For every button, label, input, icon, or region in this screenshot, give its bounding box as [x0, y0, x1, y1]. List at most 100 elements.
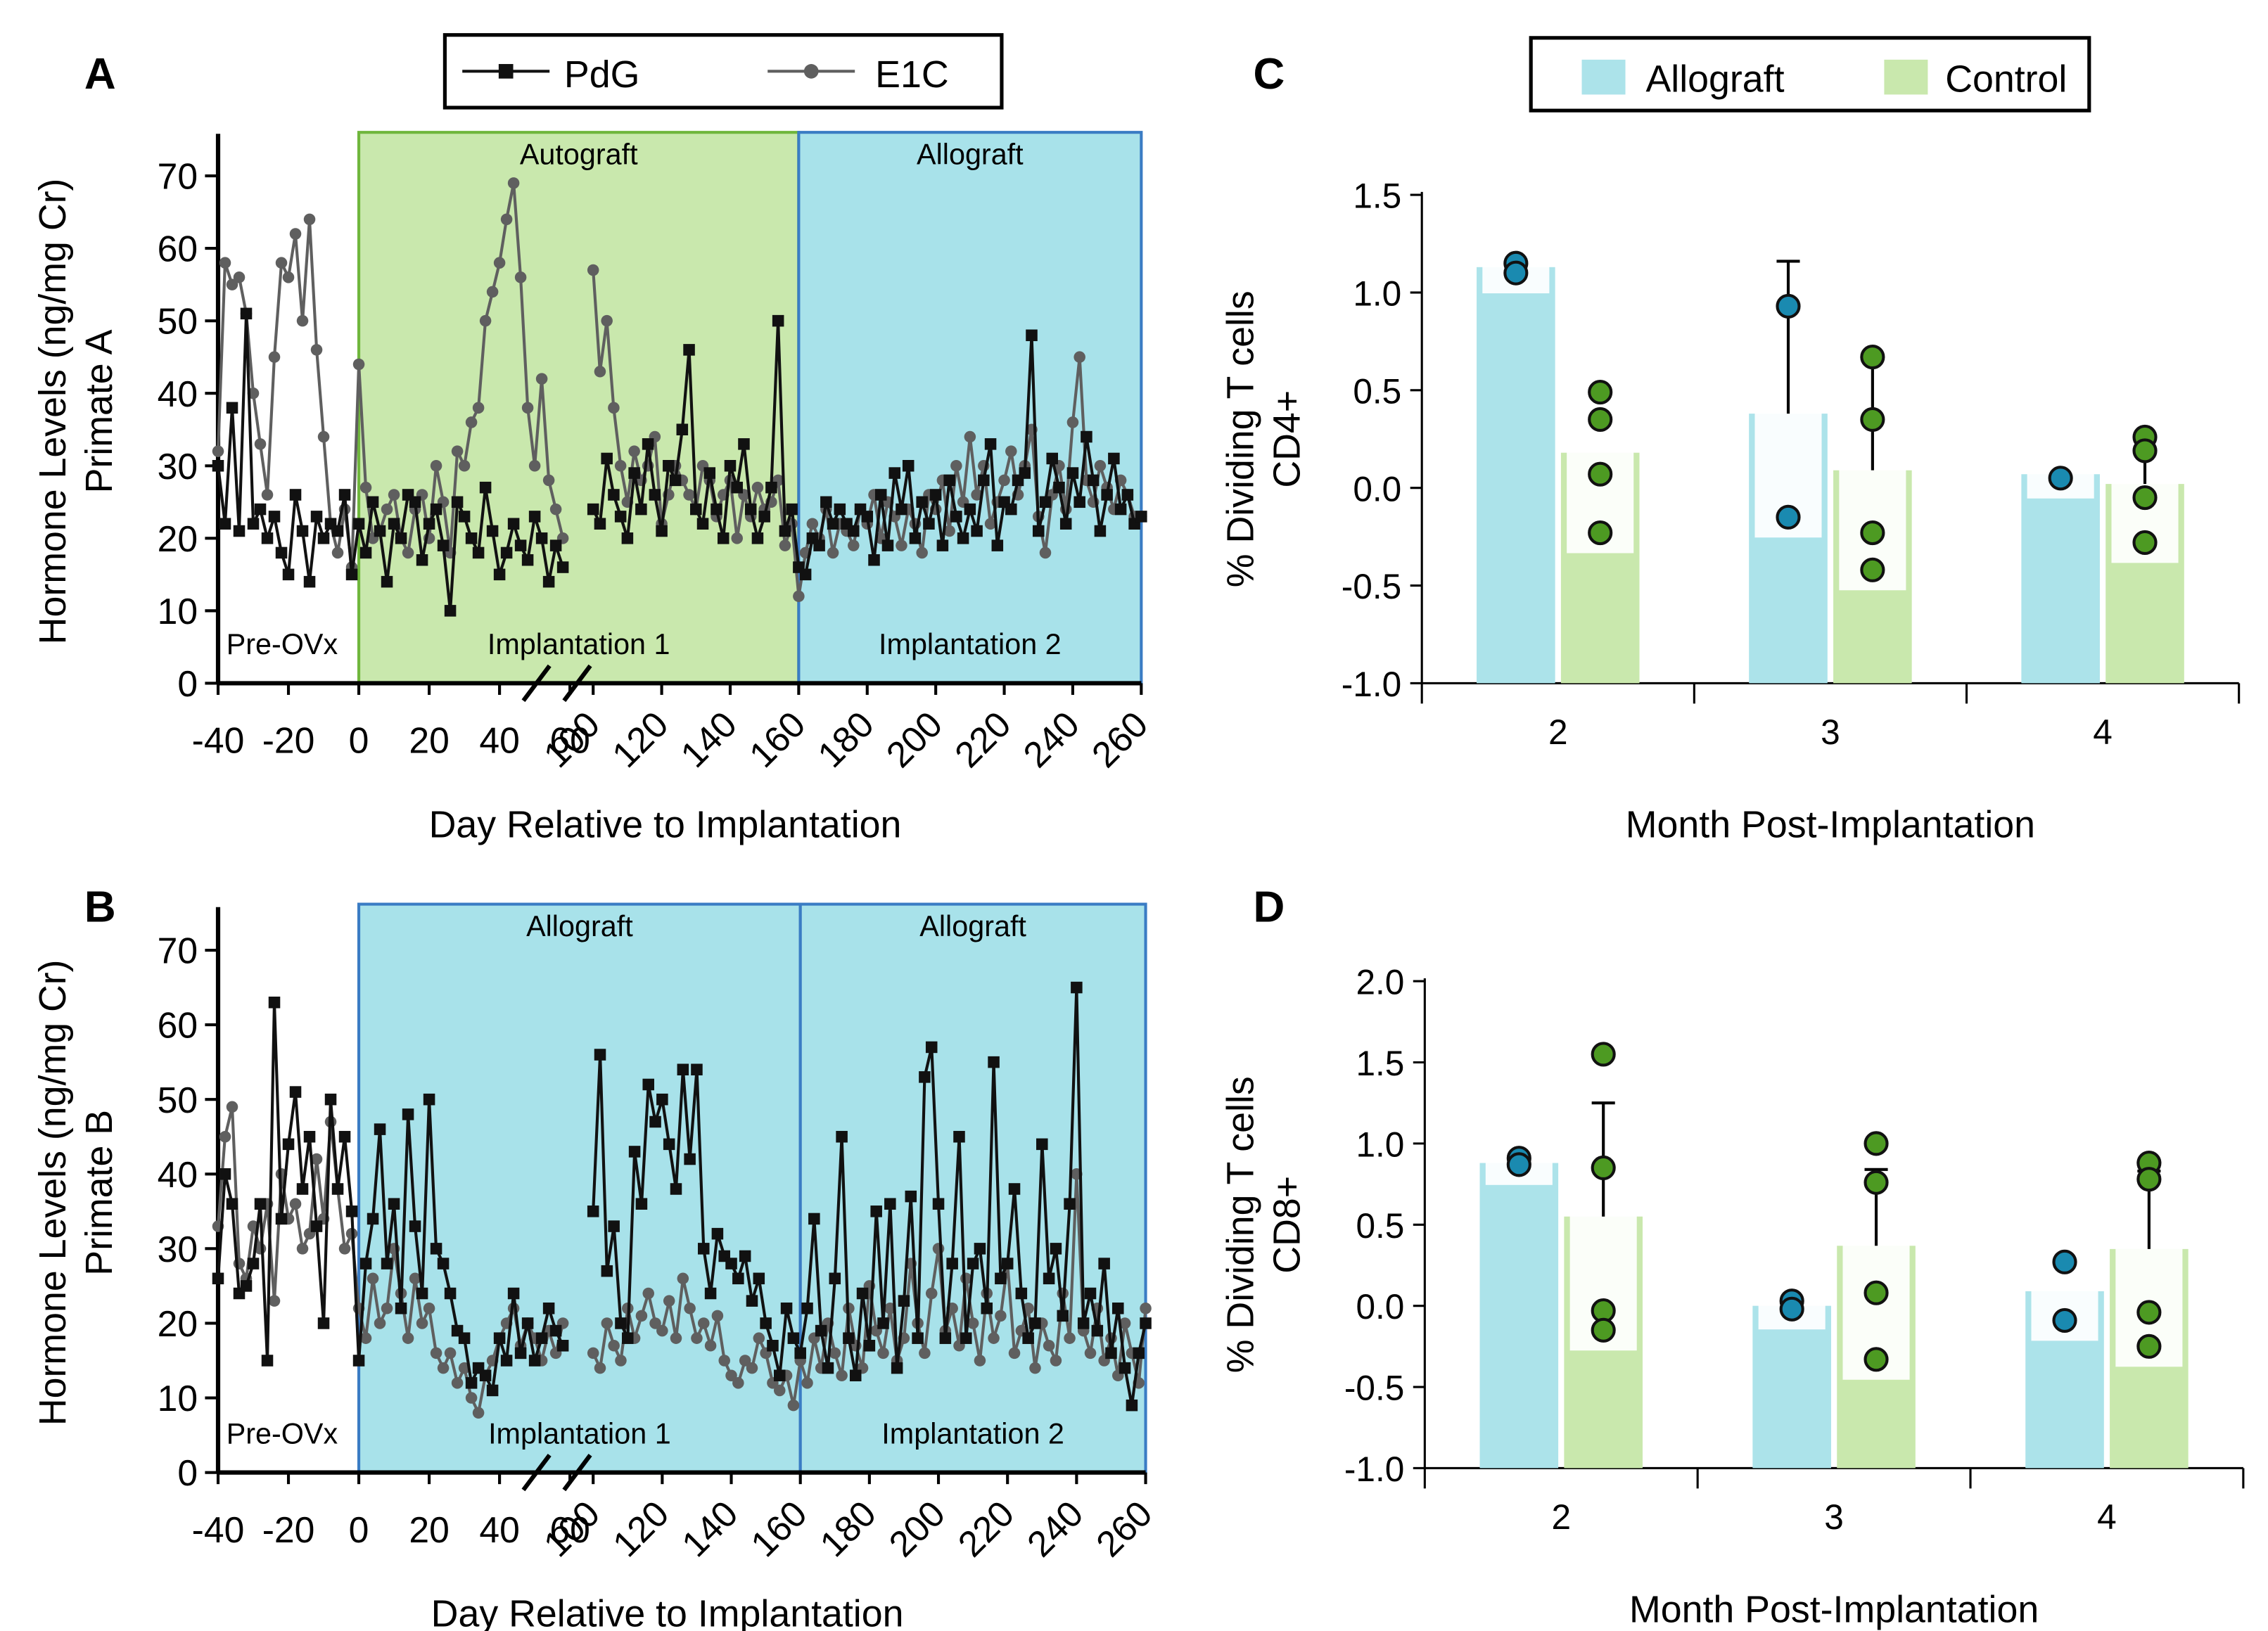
x-tick-label: 0 — [349, 1509, 369, 1550]
y-tick-label: 60 — [158, 229, 198, 269]
region-label: Allograft — [919, 910, 1026, 942]
data-point-e1c — [974, 1355, 986, 1367]
data-point-pdg — [663, 459, 675, 472]
data-point-pdg — [836, 1130, 848, 1143]
scatter-point-control — [1588, 461, 1613, 487]
data-point-pdg — [649, 1115, 661, 1128]
data-point-pdg — [367, 1213, 379, 1225]
data-point-pdg — [1066, 467, 1079, 479]
data-point-pdg — [542, 1302, 555, 1315]
data-point-pdg — [338, 1130, 351, 1143]
data-point-pdg — [848, 525, 860, 537]
data-point-e1c — [528, 459, 541, 472]
data-point-pdg — [1036, 1138, 1048, 1151]
scatter-point-control — [2136, 1167, 2162, 1192]
y-tick-label: 1.0 — [1356, 1125, 1404, 1164]
data-point-pdg — [1091, 1324, 1104, 1337]
y-axis-subtitle: CD8+ — [1266, 1176, 1308, 1274]
legend-hormone: PdG E1C — [442, 33, 1004, 110]
data-point-pdg — [240, 1280, 253, 1292]
data-point-pdg — [896, 503, 907, 516]
data-point-pdg — [912, 1332, 924, 1344]
data-point-pdg — [656, 1093, 668, 1106]
data-point-pdg — [614, 511, 627, 523]
data-point-pdg — [310, 1220, 323, 1232]
data-point-e1c — [282, 271, 295, 283]
data-point-e1c — [1084, 1347, 1097, 1360]
data-point-pdg — [296, 1183, 309, 1195]
data-point-pdg — [642, 438, 654, 450]
data-point-e1c — [793, 590, 805, 603]
data-point-e1c — [430, 459, 442, 472]
x-tick-label: 240 — [1015, 703, 1087, 775]
data-point-e1c — [402, 546, 414, 559]
y-tick-label: 60 — [158, 1005, 198, 1046]
data-point-e1c — [801, 1377, 813, 1389]
data-point-pdg — [1019, 467, 1031, 479]
data-point-e1c — [731, 532, 743, 544]
data-point-pdg — [352, 518, 365, 530]
data-point-pdg — [703, 467, 716, 479]
x-tick-label: 60 — [549, 1509, 590, 1550]
data-point-pdg — [416, 1287, 428, 1300]
data-point-pdg — [556, 1340, 569, 1352]
data-point-pdg — [988, 1056, 1000, 1068]
data-point-e1c — [479, 314, 492, 327]
data-point-e1c — [331, 546, 344, 559]
data-point-pdg — [282, 1138, 295, 1151]
data-point-pdg — [268, 997, 281, 1009]
data-point-pdg — [451, 496, 464, 509]
region-allograft-1 — [798, 902, 1147, 1474]
data-point-pdg — [950, 511, 962, 523]
data-point-e1c — [310, 1153, 323, 1165]
y-tick-label: 1.0 — [1353, 274, 1401, 314]
data-point-e1c — [848, 539, 860, 551]
data-point-pdg — [423, 1093, 435, 1106]
bar-allograft — [1752, 1305, 1831, 1469]
data-point-e1c — [486, 286, 499, 298]
data-point-e1c — [493, 257, 506, 269]
data-point-pdg — [971, 525, 983, 537]
data-point-e1c — [352, 358, 365, 371]
data-point-e1c — [642, 1287, 654, 1300]
data-point-e1c — [877, 1347, 889, 1360]
phase-label: Implantation 1 — [488, 628, 670, 660]
data-point-e1c — [338, 1243, 351, 1255]
x-tick-label: 2 — [1548, 712, 1568, 752]
data-point-e1c — [254, 438, 267, 450]
x-tick-label: 220 — [950, 1492, 1021, 1564]
region-label: Allograft — [917, 139, 1024, 171]
data-point-e1c — [753, 1332, 765, 1344]
scatter-point-control — [1864, 1170, 1889, 1195]
data-point-pdg — [374, 1123, 386, 1135]
data-point-pdg — [843, 1332, 855, 1344]
data-point-pdg — [991, 539, 1004, 551]
data-point-pdg — [649, 489, 661, 501]
scatter-point-allograft — [1503, 260, 1529, 286]
data-point-pdg — [799, 568, 812, 581]
data-point-pdg — [507, 518, 520, 530]
data-point-pdg — [1074, 496, 1085, 509]
data-point-pdg — [521, 554, 534, 566]
data-point-pdg — [738, 438, 750, 450]
scatter-point-allograft — [2048, 466, 2073, 491]
data-point-e1c — [608, 402, 620, 414]
y-tick-label: 70 — [158, 930, 198, 971]
data-point-pdg — [870, 1205, 882, 1217]
data-point-pdg — [849, 1369, 862, 1381]
data-point-e1c — [1066, 416, 1079, 428]
data-point-e1c — [451, 1377, 464, 1389]
data-point-pdg — [549, 539, 562, 551]
pre-ovx-label: Pre-OVx — [227, 628, 338, 660]
y-tick-label: 1.5 — [1353, 177, 1401, 216]
data-point-pdg — [479, 481, 492, 494]
data-point-pdg — [317, 532, 330, 544]
data-point-pdg — [874, 489, 887, 501]
x-tick-label: 60 — [549, 720, 590, 761]
data-point-pdg — [953, 1130, 965, 1143]
data-point-pdg — [621, 532, 634, 544]
y-tick-label: 20 — [158, 1303, 198, 1344]
x-tick-label: 200 — [881, 1492, 953, 1564]
data-point-e1c — [587, 1347, 599, 1360]
data-point-pdg — [725, 1258, 737, 1269]
